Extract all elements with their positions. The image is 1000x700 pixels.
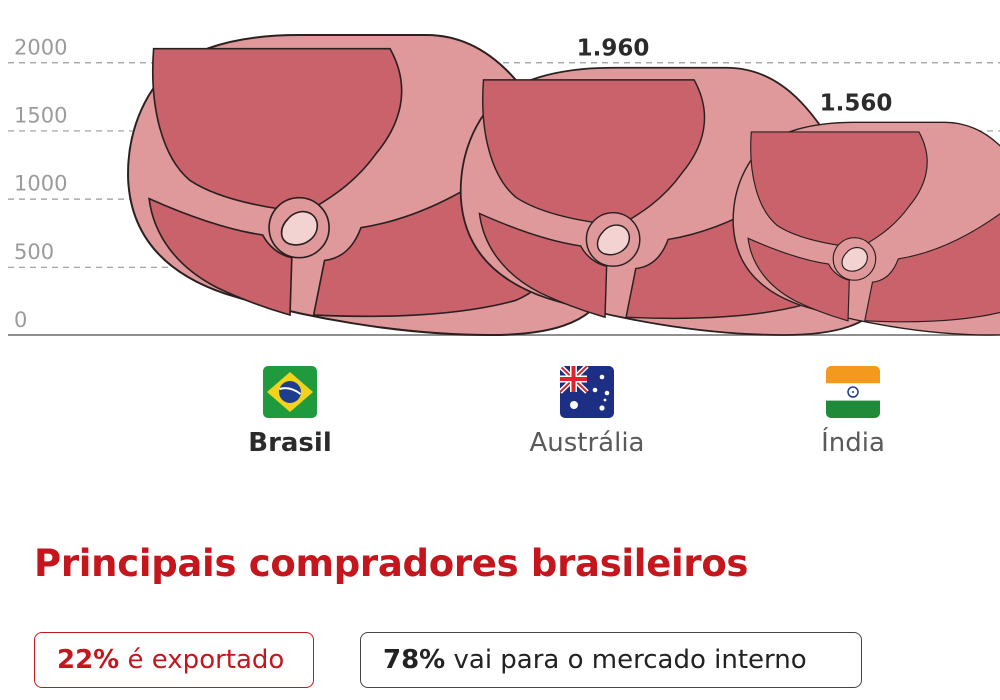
y-tick-label: 0 (14, 308, 27, 332)
brazil-flag-icon (263, 366, 317, 418)
value-label: 1.960 (577, 36, 650, 62)
internal-text: vai para o mercado interno (445, 645, 807, 675)
value-label: 1.560 (820, 90, 893, 116)
country-brasil: Brasil (190, 366, 390, 458)
country-australia: Austrália (487, 366, 687, 458)
australia-flag-icon (560, 366, 614, 418)
section-title: Principais compradores brasileiros (34, 542, 749, 585)
india-flag-icon (826, 366, 880, 418)
country-label: Índia (821, 428, 885, 458)
country-label: Austrália (529, 428, 645, 458)
meat-volume-chart: 0 500 1000 1500 2000 1.960 1.560 (8, 33, 1000, 336)
y-tick-label: 2000 (14, 35, 67, 59)
export-share-badge: 22% é exportado (34, 632, 314, 688)
internal-share-badge: 78% vai para o mercado interno (360, 632, 862, 688)
export-text: é exportado (119, 645, 285, 675)
country-label: Brasil (248, 428, 332, 458)
country-india: Índia (753, 366, 953, 458)
y-tick-label: 1500 (14, 103, 67, 127)
export-percent: 22% (57, 645, 120, 675)
y-tick-label: 500 (14, 240, 54, 264)
y-tick-label: 1000 (14, 172, 67, 196)
internal-percent: 78% (383, 645, 446, 675)
